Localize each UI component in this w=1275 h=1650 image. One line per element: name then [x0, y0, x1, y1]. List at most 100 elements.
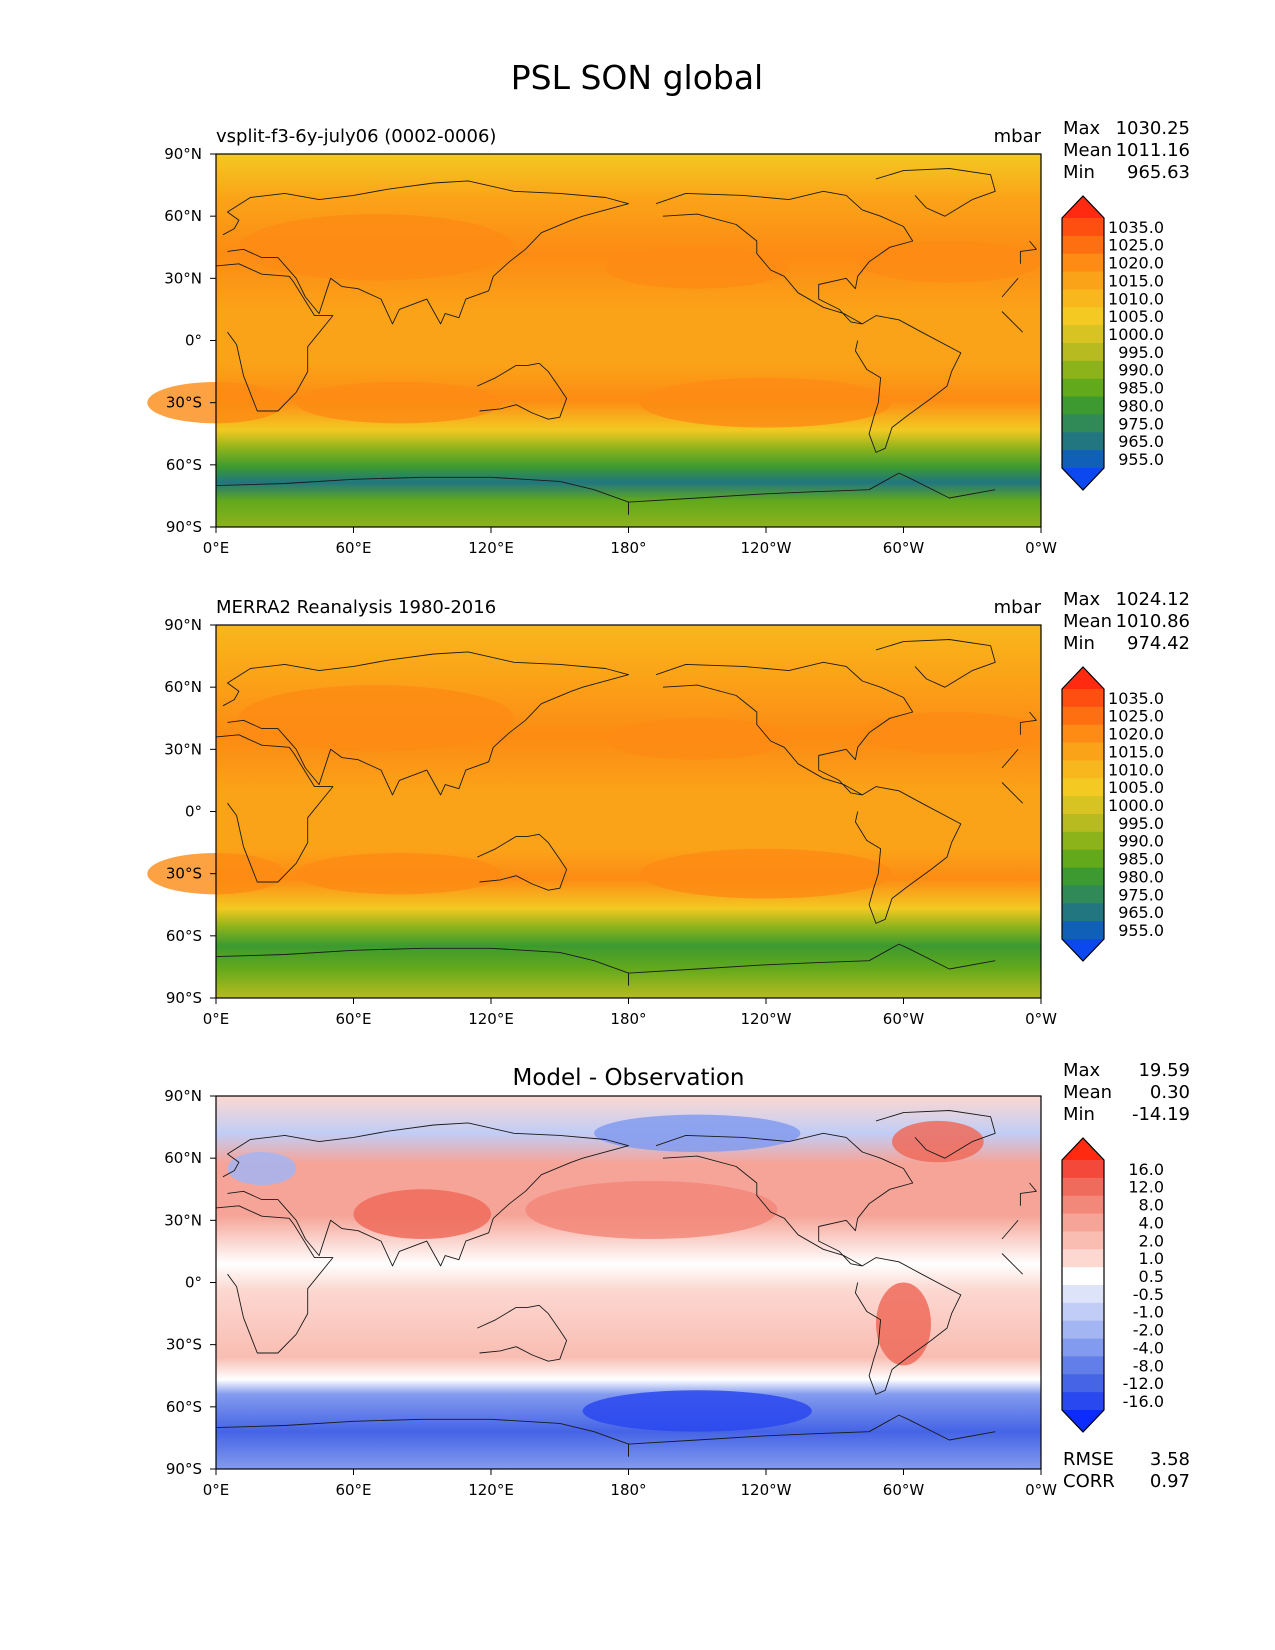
lon-tick-label: 180° — [610, 539, 646, 557]
colorbar-segment — [1062, 796, 1104, 815]
colorbar-segment — [1062, 325, 1104, 344]
colorbar-segment — [1062, 360, 1104, 380]
colorbar-segment — [1062, 396, 1104, 415]
lat-tick-label: 60°S — [166, 1398, 202, 1416]
colorbar-segment — [1062, 921, 1104, 940]
colorbar-label: -16.0 — [1123, 1392, 1164, 1411]
lat-tick-label: 30°N — [164, 740, 202, 758]
stat-label: Mean — [1063, 1082, 1112, 1103]
stat-value: 974.42 — [1127, 633, 1190, 654]
coastline-antarctica — [215, 476, 629, 515]
colorbar-label: 1015.0 — [1108, 271, 1164, 290]
colorbar-label: 980.0 — [1118, 867, 1164, 886]
coastline-southamerica — [854, 315, 962, 453]
anomaly-blob — [525, 1180, 778, 1239]
colorbar-label: 985.0 — [1118, 379, 1164, 398]
lon-tick-label: 0°W — [1025, 1481, 1057, 1499]
colorbar-label: 955.0 — [1118, 450, 1164, 469]
lon-tick-label: 0°E — [203, 1481, 230, 1499]
coastline-africa — [215, 734, 334, 883]
stat-label: Min — [1063, 633, 1095, 654]
colorbar-label: 1025.0 — [1108, 707, 1164, 726]
lat-tick-label: 30°N — [164, 1211, 202, 1229]
colorbar-label: 955.0 — [1118, 921, 1164, 940]
lat-tick-label: 60°N — [164, 678, 202, 696]
lon-tick-label: 0°W — [1025, 1010, 1057, 1028]
pressure-blob — [238, 685, 514, 752]
colorbar-label: 1010.0 — [1108, 760, 1164, 779]
stat-value: 19.59 — [1138, 1060, 1190, 1081]
anomaly-blob — [892, 1120, 984, 1163]
lat-tick-label: 90°S — [166, 1460, 202, 1478]
colorbar-label: 975.0 — [1118, 414, 1164, 433]
contour-field — [216, 154, 1041, 527]
colorbar-segment — [1062, 1267, 1104, 1286]
colorbar-outline — [1061, 195, 1105, 491]
colorbar-segment — [1062, 1231, 1104, 1250]
coastline-greenland — [875, 639, 996, 688]
colorbar-label: 1000.0 — [1108, 325, 1164, 344]
colorbar-segment — [1062, 867, 1104, 886]
rmse-value: 3.58 — [1150, 1449, 1190, 1470]
coastline-greenland — [875, 1110, 996, 1159]
panel-units: mbar — [994, 597, 1042, 618]
rmse-label: RMSE — [1063, 1449, 1114, 1470]
coastline-southamerica — [854, 1257, 962, 1395]
coastline-australia — [477, 833, 568, 891]
lat-tick-label: 90°S — [166, 518, 202, 536]
colorbar-segment — [1062, 1392, 1104, 1411]
lon-tick-label: 120°E — [468, 539, 514, 557]
corr-label: CORR — [1063, 1471, 1115, 1492]
colorbar-segment — [1062, 724, 1104, 744]
colorbar-segment — [1062, 814, 1104, 833]
colorbar-extend-top — [1062, 196, 1104, 218]
anomaly-blob — [594, 1114, 801, 1152]
lat-tick-label: 90°N — [164, 145, 202, 163]
lat-tick-label: 30°N — [164, 269, 202, 287]
panel-left-title: MERRA2 Reanalysis 1980-2016 — [216, 597, 496, 618]
colorbar-label: 980.0 — [1118, 396, 1164, 415]
pressure-blob — [857, 712, 1041, 754]
pressure-blob — [605, 718, 789, 760]
anomaly-blob — [353, 1189, 491, 1239]
colorbar-label: 965.0 — [1118, 432, 1164, 451]
map-panel-test: 90°N 60°N 30°N 0° 30°S 60°S 90°S0°E 60°E 120°E 18… — [147, 118, 1190, 557]
contour-field — [216, 625, 1041, 998]
colorbar-segment — [1062, 706, 1104, 726]
colorbar-segment — [1062, 1160, 1104, 1179]
colorbar-label: 985.0 — [1118, 850, 1164, 869]
colorbar-segment — [1062, 218, 1104, 237]
colorbar-label: 2.0 — [1139, 1231, 1164, 1250]
colorbar-segment — [1062, 1213, 1104, 1232]
map-panel-diff: 90°N 60°N 30°N 0° 30°S 60°S 90°S0°E 60°E 120°E 18… — [164, 1060, 1190, 1499]
stat-value: 1030.25 — [1116, 118, 1190, 139]
pressure-blob — [639, 848, 893, 899]
colorbar-segment — [1062, 1356, 1104, 1375]
colorbar-label: 1010.0 — [1108, 289, 1164, 308]
colorbar-segment — [1062, 343, 1104, 362]
colorbar-label: 1020.0 — [1108, 254, 1164, 273]
coastline-africa — [1001, 278, 1019, 298]
pressure-blob — [296, 381, 503, 424]
coastline-australia — [477, 1304, 568, 1362]
pressure-blob — [639, 377, 893, 428]
colorbar-segment — [1062, 307, 1104, 326]
colorbar-segment — [1062, 760, 1104, 779]
colorbar-extend-top — [1062, 667, 1104, 689]
figure-title: PSL SON global — [511, 58, 763, 97]
colorbar-label: 1.0 — [1139, 1249, 1164, 1268]
colorbar-segment — [1062, 831, 1104, 851]
lon-tick-label: 120°W — [741, 1010, 792, 1028]
lon-tick-label: 180° — [610, 1010, 646, 1028]
colorbar-label: 12.0 — [1128, 1178, 1164, 1197]
colorbar-outline — [1061, 1137, 1105, 1433]
colorbar-segment — [1062, 253, 1104, 273]
colorbar-segment — [1062, 1302, 1104, 1322]
coastline-africa — [215, 263, 334, 412]
coastline-africa — [1001, 311, 1024, 333]
coastline-southamerica — [854, 786, 962, 924]
lon-tick-label: 60°E — [335, 1010, 371, 1028]
stat-label: Max — [1063, 589, 1101, 610]
coastline-northamerica — [655, 190, 914, 325]
